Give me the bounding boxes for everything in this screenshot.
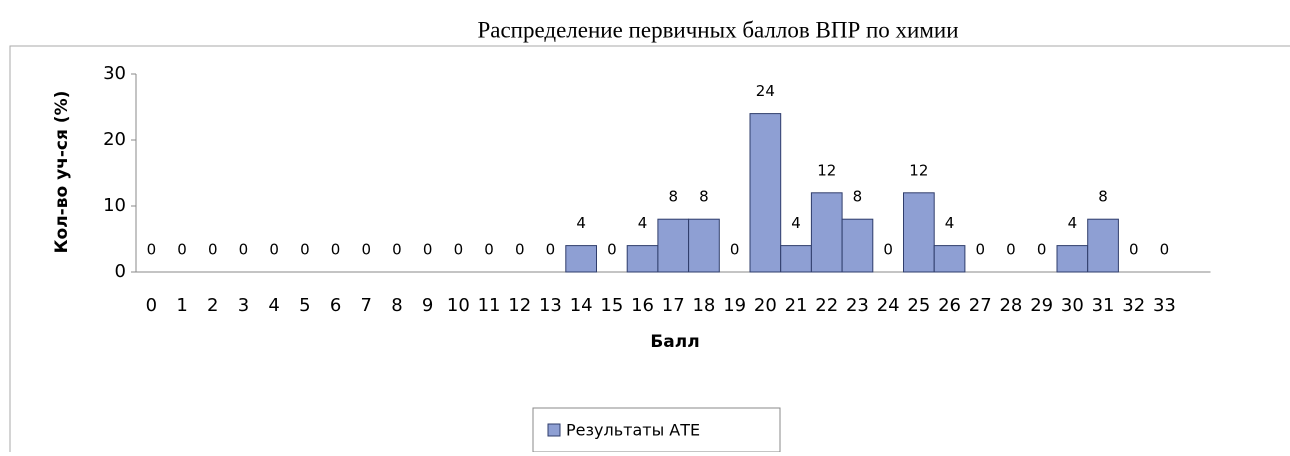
x-tick-label: 1 xyxy=(176,295,187,316)
data-label: 0 xyxy=(546,241,556,259)
x-tick-label: 23 xyxy=(846,295,869,316)
data-label: 0 xyxy=(1006,241,1016,259)
data-label: 0 xyxy=(607,241,617,259)
x-tick-label: 25 xyxy=(907,295,930,316)
bar xyxy=(749,113,782,273)
x-tick-label: 2 xyxy=(207,295,218,316)
y-tick-label: 0 xyxy=(115,261,126,282)
bar xyxy=(626,245,659,273)
x-tick-label: 21 xyxy=(785,295,808,316)
x-tick-label: 27 xyxy=(969,295,992,316)
data-label: 0 xyxy=(484,241,494,259)
bar xyxy=(903,192,935,273)
x-tick-label: 17 xyxy=(662,295,685,316)
data-label: 12 xyxy=(817,161,836,179)
y-tick-label: 10 xyxy=(103,195,126,216)
data-label: 0 xyxy=(331,241,341,259)
x-tick-label: 8 xyxy=(391,295,402,316)
data-label: 0 xyxy=(1037,241,1047,259)
x-tick-label: 19 xyxy=(723,295,746,316)
x-tick-label: 4 xyxy=(268,295,279,316)
data-label: 0 xyxy=(208,241,218,259)
data-label: 8 xyxy=(699,188,709,206)
x-tick-label: 10 xyxy=(447,295,470,316)
data-label: 0 xyxy=(423,241,433,259)
x-tick-label: 6 xyxy=(330,295,341,316)
data-label: 0 xyxy=(361,241,371,259)
x-tick-label: 14 xyxy=(570,295,593,316)
x-tick-label: 22 xyxy=(815,295,838,316)
x-tick-label: 32 xyxy=(1122,295,1145,316)
x-tick-label: 18 xyxy=(692,295,715,316)
x-tick-label: 33 xyxy=(1153,295,1176,316)
bar xyxy=(657,218,690,273)
bar xyxy=(810,192,843,273)
x-tick-label: 9 xyxy=(422,295,433,316)
data-label: 4 xyxy=(638,214,648,232)
data-label: 0 xyxy=(454,241,464,259)
y-axis-label: Кол-во уч-ся (%) xyxy=(52,91,72,254)
x-tick-label: 0 xyxy=(146,295,157,316)
x-tick-label: 31 xyxy=(1092,295,1115,316)
data-label: 0 xyxy=(147,241,157,259)
data-label: 0 xyxy=(239,241,249,259)
x-tick-label: 20 xyxy=(754,295,777,316)
x-tick-label: 13 xyxy=(539,295,562,316)
data-label: 0 xyxy=(883,241,893,259)
bar xyxy=(688,218,720,273)
data-label: 8 xyxy=(668,188,678,206)
bar xyxy=(1056,245,1089,273)
data-label: 4 xyxy=(945,214,955,232)
data-label: 24 xyxy=(756,82,775,100)
x-tick-label: 29 xyxy=(1030,295,1053,316)
x-tick-label: 12 xyxy=(508,295,531,316)
bar xyxy=(780,245,812,273)
x-tick-label: 11 xyxy=(478,295,501,316)
x-tick-label: 24 xyxy=(877,295,900,316)
bar xyxy=(565,245,597,273)
data-label: 0 xyxy=(515,241,525,259)
x-tick-label: 5 xyxy=(299,295,310,316)
data-label: 0 xyxy=(300,241,310,259)
x-tick-label: 16 xyxy=(631,295,654,316)
bar xyxy=(841,218,874,273)
x-tick-label: 28 xyxy=(999,295,1022,316)
y-tick-label: 30 xyxy=(103,63,126,84)
data-label: 0 xyxy=(392,241,402,259)
data-label: 0 xyxy=(1129,241,1139,259)
chart-title: Распределение первичных баллов ВПР по хи… xyxy=(477,17,958,42)
legend-swatch xyxy=(547,423,561,437)
y-tick-label: 20 xyxy=(103,129,126,150)
bar xyxy=(1087,218,1119,273)
data-label: 0 xyxy=(730,241,740,259)
data-label: 4 xyxy=(576,214,586,232)
data-label: 4 xyxy=(791,214,801,232)
bar xyxy=(933,245,966,273)
x-tick-label: 30 xyxy=(1061,295,1084,316)
data-label: 0 xyxy=(1160,241,1170,259)
x-tick-label: 3 xyxy=(238,295,249,316)
data-label: 12 xyxy=(909,161,928,179)
data-label: 0 xyxy=(975,241,985,259)
legend-label: Результаты АТЕ xyxy=(566,421,700,440)
data-label: 0 xyxy=(177,241,187,259)
data-label: 0 xyxy=(269,241,279,259)
x-axis-label: Балл xyxy=(650,332,699,352)
x-tick-label: 7 xyxy=(361,295,372,316)
data-label: 8 xyxy=(1098,188,1108,206)
data-label: 8 xyxy=(853,188,863,206)
chart-frame xyxy=(9,45,1290,452)
x-tick-label: 26 xyxy=(938,295,961,316)
data-label: 4 xyxy=(1068,214,1078,232)
x-tick-label: 15 xyxy=(600,295,623,316)
